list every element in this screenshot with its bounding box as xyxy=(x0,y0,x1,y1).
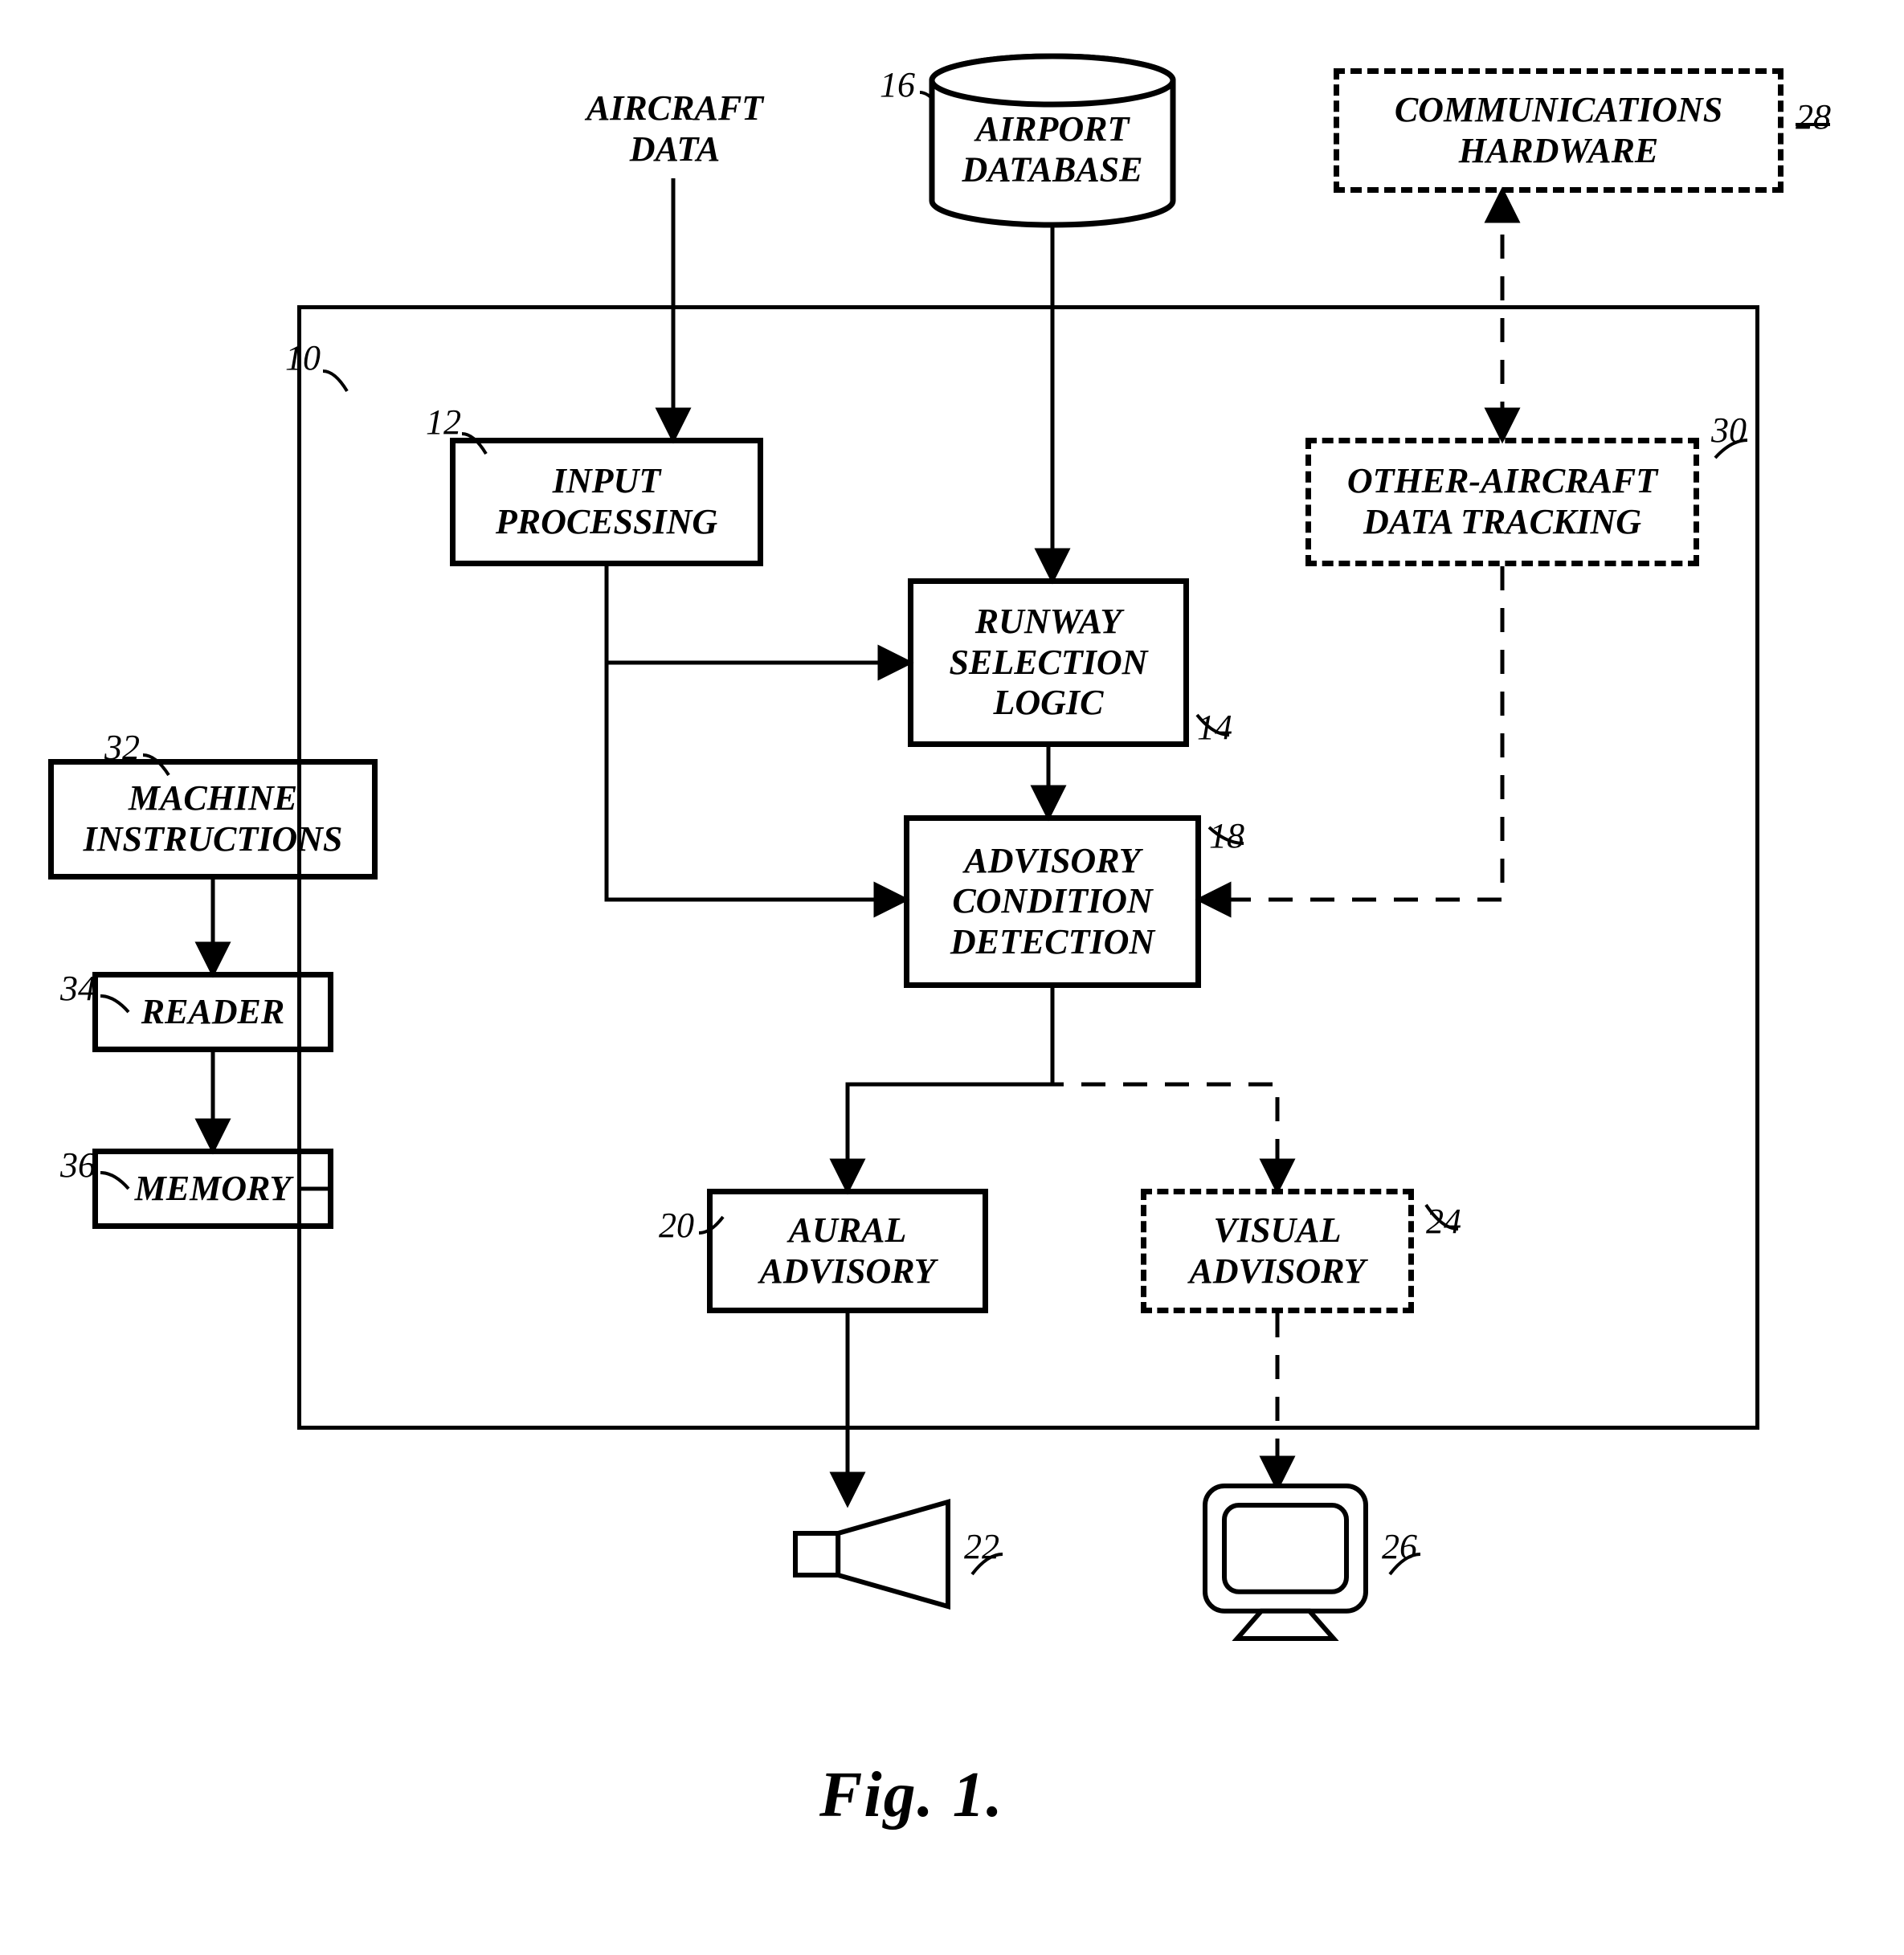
ref-28: 28 xyxy=(1796,96,1831,137)
visual-advisory-box: VISUAL ADVISORY xyxy=(1141,1189,1414,1313)
ref-18: 18 xyxy=(1209,815,1244,856)
reader-box: READER xyxy=(92,972,333,1052)
ref-32: 32 xyxy=(104,727,140,768)
monitor-icon xyxy=(1205,1486,1366,1639)
ref-26: 26 xyxy=(1382,1526,1417,1567)
airport-database-label-line0: AIRPORT xyxy=(974,109,1131,149)
ref-20: 20 xyxy=(659,1205,694,1246)
airport-database-label-line1: DATABASE xyxy=(961,150,1142,190)
airport-database-cylinder-top xyxy=(932,56,1173,104)
diagram-canvas: AIRCRAFT DATA COMMUNICATIONS HARDWARE IN… xyxy=(0,0,1904,1955)
ref-14: 14 xyxy=(1197,707,1232,748)
ref-10: 10 xyxy=(285,337,321,378)
ref-22: 22 xyxy=(964,1526,999,1567)
figure-caption: Fig. 1. xyxy=(819,1759,1004,1832)
machine-instructions-box: MACHINE INSTRUCTIONS xyxy=(48,759,378,880)
memory-box: MEMORY xyxy=(92,1149,333,1229)
input-processing-box: INPUT PROCESSING xyxy=(450,438,763,566)
speaker-icon xyxy=(795,1502,948,1606)
aircraft-data-label: AIRCRAFT DATA xyxy=(562,80,787,177)
ref-12: 12 xyxy=(426,402,461,443)
ref-24: 24 xyxy=(1426,1201,1461,1242)
aural-advisory-box: AURAL ADVISORY xyxy=(707,1189,988,1313)
ref-30: 30 xyxy=(1711,410,1747,451)
other-aircraft-tracking-box: OTHER-AIRCRAFT DATA TRACKING xyxy=(1305,438,1699,566)
airport-database-cylinder xyxy=(932,56,1173,225)
ref-34: 34 xyxy=(60,968,96,1009)
advisory-condition-detection-box: ADVISORY CONDITION DETECTION xyxy=(904,815,1201,988)
ref-16: 16 xyxy=(880,64,915,105)
communications-hardware-box: COMMUNICATIONS HARDWARE xyxy=(1334,68,1783,193)
ref-tick-r16 xyxy=(920,92,944,116)
ref-36: 36 xyxy=(60,1145,96,1186)
runway-selection-logic-box: RUNWAY SELECTION LOGIC xyxy=(908,578,1189,747)
